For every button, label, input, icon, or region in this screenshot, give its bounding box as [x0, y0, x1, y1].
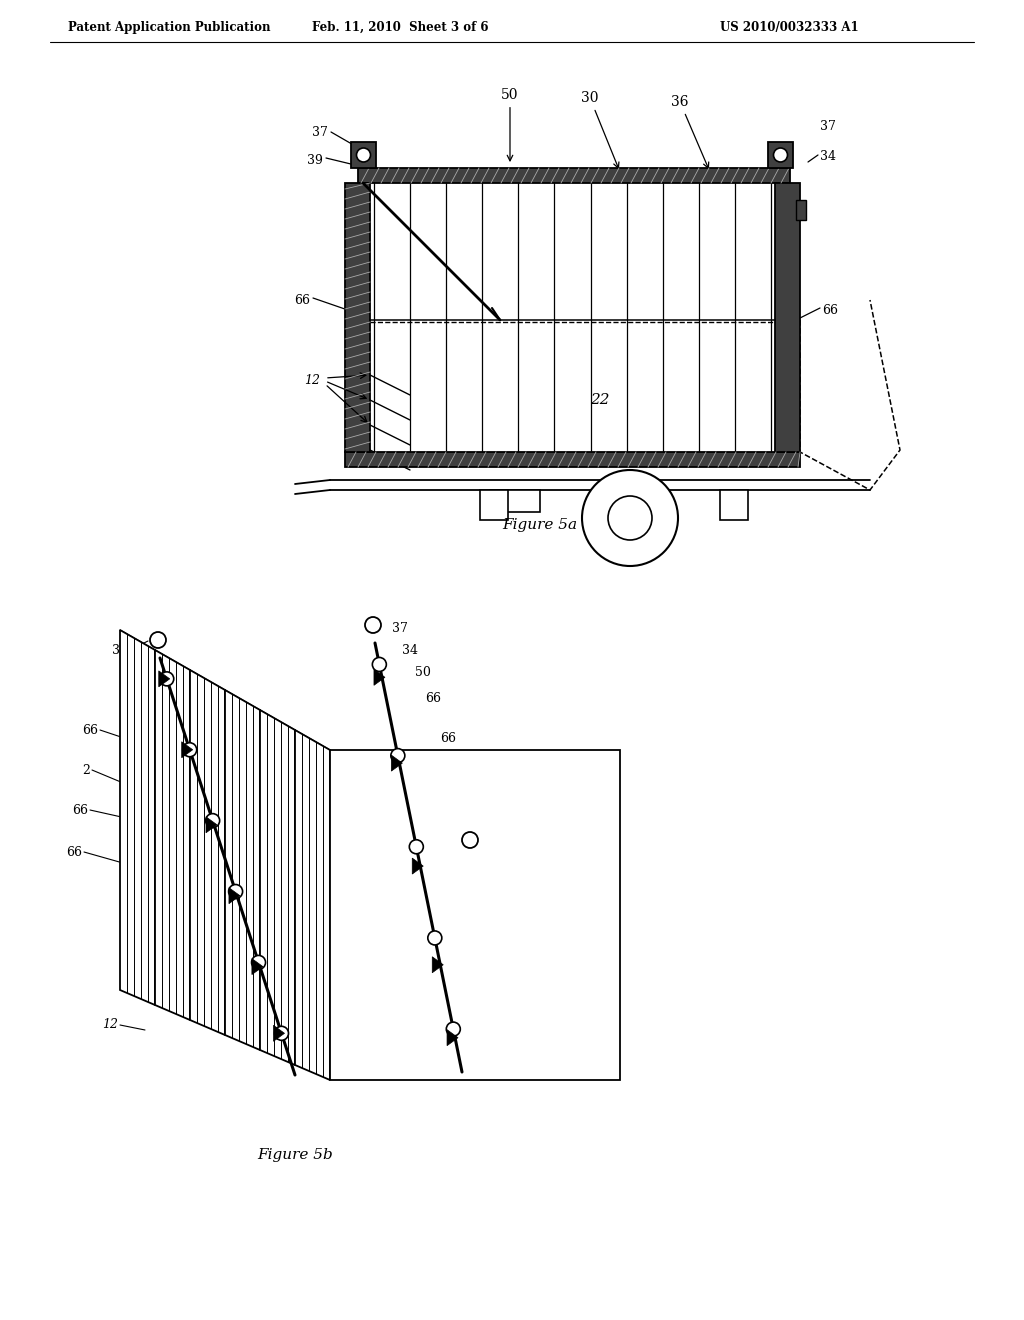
Text: 39: 39 — [307, 153, 323, 166]
Polygon shape — [181, 742, 193, 758]
Polygon shape — [120, 630, 155, 1005]
Circle shape — [428, 931, 441, 945]
Text: 12: 12 — [464, 907, 485, 924]
Circle shape — [373, 657, 386, 672]
Polygon shape — [229, 887, 240, 904]
Polygon shape — [391, 755, 402, 771]
Text: Patent Application Publication: Patent Application Publication — [68, 21, 270, 33]
Circle shape — [150, 632, 166, 648]
Text: 34: 34 — [402, 644, 418, 656]
Polygon shape — [447, 1030, 458, 1045]
Text: 37: 37 — [502, 829, 518, 842]
Circle shape — [410, 840, 423, 854]
Polygon shape — [374, 669, 385, 685]
Circle shape — [582, 470, 678, 566]
Circle shape — [182, 743, 197, 756]
Polygon shape — [190, 671, 225, 1035]
Circle shape — [356, 148, 371, 162]
Polygon shape — [432, 957, 443, 973]
Text: 37: 37 — [112, 644, 128, 656]
Text: 37: 37 — [312, 125, 328, 139]
Polygon shape — [273, 1026, 285, 1041]
Polygon shape — [413, 858, 423, 874]
Circle shape — [365, 616, 381, 634]
Bar — [480, 490, 508, 520]
Bar — [490, 490, 540, 512]
Bar — [358, 168, 790, 183]
Polygon shape — [252, 958, 263, 974]
Circle shape — [773, 148, 787, 162]
Circle shape — [206, 813, 220, 828]
Circle shape — [160, 672, 174, 686]
Circle shape — [462, 832, 478, 847]
Text: 50: 50 — [415, 665, 431, 678]
Circle shape — [252, 956, 265, 969]
Text: 22: 22 — [590, 393, 609, 407]
Bar — [775, 183, 800, 451]
Polygon shape — [225, 690, 260, 1049]
Text: 66: 66 — [425, 692, 441, 705]
Circle shape — [391, 748, 404, 763]
Text: 66: 66 — [72, 804, 88, 817]
Polygon shape — [155, 649, 190, 1020]
Text: 12: 12 — [102, 1019, 118, 1031]
Polygon shape — [206, 817, 217, 833]
Bar — [796, 201, 806, 220]
Polygon shape — [330, 750, 620, 1080]
Text: 66: 66 — [82, 723, 98, 737]
Bar — [768, 143, 793, 168]
Text: 39: 39 — [119, 672, 135, 685]
Text: 34: 34 — [820, 150, 836, 164]
Text: 37: 37 — [820, 120, 836, 133]
Text: 66: 66 — [66, 846, 82, 858]
Text: 50: 50 — [502, 88, 519, 161]
Bar — [720, 490, 748, 520]
Bar — [345, 451, 800, 467]
Polygon shape — [260, 710, 295, 1065]
Text: 37: 37 — [392, 622, 408, 635]
Text: US 2010/0032333 A1: US 2010/0032333 A1 — [720, 21, 859, 33]
Circle shape — [274, 1027, 289, 1040]
Text: 66: 66 — [294, 293, 310, 306]
Text: Figure 5a: Figure 5a — [503, 517, 578, 532]
Text: 30: 30 — [582, 91, 618, 168]
Text: Figure 5b: Figure 5b — [257, 1148, 333, 1162]
Text: 39: 39 — [510, 851, 526, 865]
Polygon shape — [295, 730, 330, 1080]
Text: 12: 12 — [304, 374, 319, 387]
Text: 50: 50 — [144, 697, 160, 710]
Circle shape — [608, 496, 652, 540]
Text: 2: 2 — [82, 763, 90, 776]
Circle shape — [228, 884, 243, 899]
Bar — [345, 183, 370, 451]
Text: 66: 66 — [516, 875, 532, 888]
Text: 66: 66 — [440, 731, 456, 744]
Text: 66: 66 — [822, 304, 838, 317]
Circle shape — [446, 1022, 461, 1036]
Text: 36: 36 — [672, 95, 709, 168]
Text: Feb. 11, 2010  Sheet 3 of 6: Feb. 11, 2010 Sheet 3 of 6 — [311, 21, 488, 33]
Bar — [351, 143, 376, 168]
Polygon shape — [159, 671, 170, 686]
